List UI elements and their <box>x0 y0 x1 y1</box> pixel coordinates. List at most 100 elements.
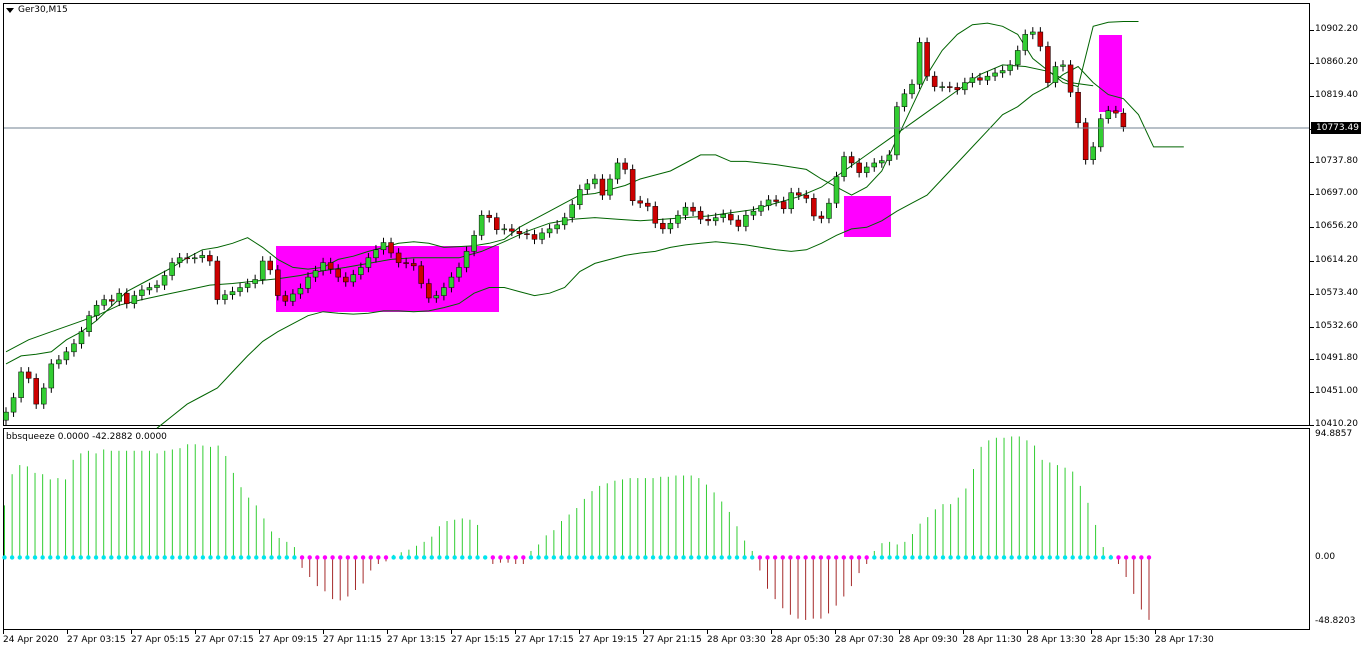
candle-body <box>992 72 998 77</box>
time-tick-mark <box>899 630 900 634</box>
squeeze-dot <box>246 555 251 560</box>
squeeze-dot <box>147 555 152 560</box>
time-tick-label: 27 Apr 13:15 <box>387 635 446 645</box>
candle-body <box>909 83 915 95</box>
squeeze-dot <box>1009 555 1014 560</box>
squeeze-dot <box>330 555 335 560</box>
price-tick-mark <box>1310 293 1314 295</box>
squeeze-highlight-box <box>844 196 891 237</box>
candle-body <box>229 291 236 296</box>
time-tick-mark <box>643 630 644 634</box>
squeeze-dot <box>444 555 450 560</box>
squeeze-dot <box>345 555 351 560</box>
squeeze-dot <box>338 555 343 560</box>
squeeze-dot <box>116 555 122 560</box>
indicator-scale[interactable]: 94.8857 0.00 -48.8203 <box>1310 428 1362 630</box>
squeeze-dot <box>643 555 648 560</box>
squeeze-dot <box>711 555 717 560</box>
price-tick-label: 10451.00 <box>1315 386 1358 397</box>
candle-body <box>350 274 357 283</box>
time-tick-label: 27 Apr 05:15 <box>131 635 190 645</box>
candle-body <box>962 82 968 91</box>
time-tick-label: 28 Apr 07:30 <box>835 635 894 645</box>
candle-body <box>282 295 289 302</box>
price-tick-mark <box>1310 63 1314 65</box>
candle-body <box>403 262 409 264</box>
time-tick-mark <box>323 630 324 634</box>
squeeze-dot <box>383 555 389 560</box>
squeeze-dot <box>971 555 976 560</box>
candle-body <box>811 198 817 217</box>
candle-body <box>176 257 183 263</box>
candle-body <box>569 204 575 218</box>
candle-body <box>984 75 991 81</box>
squeeze-dot <box>856 555 862 560</box>
time-tick-mark <box>835 630 836 634</box>
price-tick-mark <box>1310 227 1314 229</box>
candle-body <box>697 210 704 220</box>
squeeze-dot <box>948 555 953 560</box>
squeeze-dot <box>612 555 618 560</box>
candle-body <box>222 294 228 300</box>
time-tick-label: 28 Apr 09:30 <box>899 635 958 645</box>
indicator-pane[interactable] <box>3 428 1310 630</box>
candle-body <box>365 257 372 268</box>
squeeze-dot <box>551 555 557 560</box>
time-tick-mark <box>1027 630 1028 634</box>
squeeze-dot <box>917 555 923 560</box>
squeeze-dot <box>666 555 671 560</box>
candle-body <box>192 257 198 260</box>
price-tick-mark <box>1310 261 1314 263</box>
squeeze-dot <box>589 555 595 560</box>
candle-body <box>607 178 613 196</box>
candle-body <box>312 270 319 278</box>
candle-body <box>124 292 130 304</box>
price-tick-label: 10860.20 <box>1315 57 1358 68</box>
candle-body <box>901 93 908 107</box>
candle-body <box>765 199 772 206</box>
time-tick-label: 28 Apr 15:30 <box>1091 635 1150 645</box>
candle-body <box>463 251 470 268</box>
squeeze-dot <box>475 555 480 560</box>
time-axis[interactable]: 24 Apr 2020 27 Apr 03:15 27 Apr 05:15 27 Ap… <box>3 630 1310 651</box>
squeeze-dot <box>215 555 221 560</box>
candle-body <box>305 276 311 289</box>
candle-body <box>848 156 855 164</box>
price-scale[interactable]: 10902.2010860.2010819.4010778.6010737.80… <box>1310 3 1362 429</box>
squeeze-dot <box>101 555 106 560</box>
candle-body <box>554 224 560 230</box>
squeeze-dot <box>895 555 900 560</box>
squeeze-dot <box>55 555 61 560</box>
candle-body <box>637 200 643 204</box>
candle-body <box>728 214 734 221</box>
squeeze-dot <box>719 555 724 560</box>
price-tick-label: 10410.20 <box>1315 419 1358 429</box>
indicator-tick-label: 0.00 <box>1315 552 1336 563</box>
price-tick-label: 10656.20 <box>1315 221 1358 232</box>
candle-body <box>652 206 659 224</box>
squeeze-dot <box>185 555 190 560</box>
squeeze-dot <box>757 555 763 560</box>
chevron-down-icon[interactable] <box>6 7 14 13</box>
squeeze-dot <box>1001 555 1007 560</box>
candle-body <box>1067 64 1074 93</box>
squeeze-dot <box>1116 555 1121 560</box>
squeeze-dot <box>841 555 846 560</box>
candle-body <box>456 267 462 278</box>
indicator-title: bbsqueeze 0.0000 -42.2882 0.0000 <box>6 432 167 442</box>
candle-body <box>886 154 893 161</box>
time-tick-label: 27 Apr 19:15 <box>579 635 638 645</box>
price-tick-mark <box>1310 29 1314 31</box>
price-tick-mark <box>1310 326 1314 328</box>
candle-body <box>599 178 606 196</box>
price-tick-label: 10819.40 <box>1315 90 1358 101</box>
candle-body <box>939 86 945 88</box>
squeeze-dot <box>597 555 602 560</box>
squeeze-dot <box>673 555 679 560</box>
squeeze-dot <box>231 555 236 560</box>
candle-body <box>856 162 862 173</box>
squeeze-dot <box>40 555 45 560</box>
squeeze-dot <box>772 555 778 560</box>
squeeze-dot <box>765 555 770 560</box>
candle-body <box>690 206 696 212</box>
